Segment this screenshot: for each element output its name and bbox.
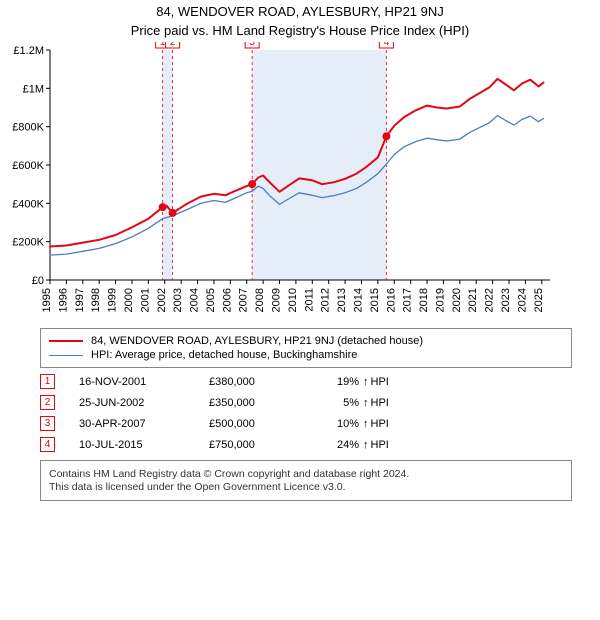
transaction-row: 1 16-NOV-2001£380,00019% ↑HPI [40,374,572,389]
legend-item: 84, WENDOVER ROAD, AYLESBURY, HP21 9NJ (… [49,335,563,347]
price-chart: £0 £200K £400K £600K £800K £1M £1.2M 1995 1996 19… [0,42,560,322]
svg-text:£0: £0 [32,275,44,287]
transaction-hpi-label: HPI [371,418,389,430]
svg-text:3: 3 [249,42,255,48]
transactions-table: 116-NOV-2001£380,00019%↑HPI225-JUN-2002£… [40,374,572,452]
svg-text:2018: 2018 [418,288,430,312]
svg-text:4: 4 [384,42,390,48]
transaction-percent: 19% [319,376,359,388]
svg-text:1999: 1999 [107,288,119,312]
transaction-price: £500,000 [209,418,319,430]
svg-text:£400K: £400K [12,198,44,210]
transaction-percent: 5% [319,397,359,409]
transaction-date: 16-NOV-2001 [79,376,209,388]
svg-text:2005: 2005 [205,288,217,312]
transaction-price: £380,000 [209,376,319,388]
svg-text:£800K: £800K [12,122,44,134]
footer-line-1: Contains HM Land Registry data © Crown c… [49,468,563,480]
transaction-row: 2 25-JUN-2002£350,0005% ↑HPI [40,395,572,410]
svg-text:2019: 2019 [434,288,446,312]
arrow-up-icon: ↑ [363,376,369,388]
transaction-percent: 24% [319,439,359,451]
legend-item: HPI: Average price, detached house, Buck… [49,349,563,361]
svg-text:2020: 2020 [451,288,463,312]
legend-swatch [49,355,83,356]
arrow-up-icon: ↑ [363,397,369,409]
svg-text:2000: 2000 [123,288,135,312]
transaction-date: 10-JUL-2015 [79,439,209,451]
svg-text:2021: 2021 [467,288,479,312]
svg-text:1996: 1996 [57,288,69,312]
transaction-row: 4 10-JUL-2015£750,00024% ↑HPI [40,437,572,452]
svg-text:2014: 2014 [352,288,364,312]
svg-text:2025: 2025 [533,288,545,312]
svg-text:2009: 2009 [271,288,283,312]
transaction-price: £350,000 [209,397,319,409]
svg-text:2022: 2022 [484,288,496,312]
svg-text:1: 1 [160,42,166,48]
svg-text:2002: 2002 [156,288,168,312]
svg-text:2015: 2015 [369,288,381,312]
transaction-number-badge: 1 [40,374,55,389]
transaction-number-badge: 3 [40,416,55,431]
svg-text:2011: 2011 [303,288,315,312]
svg-text:2001: 2001 [139,288,151,312]
svg-text:£200K: £200K [12,237,44,249]
svg-text:2008: 2008 [254,288,266,312]
arrow-up-icon: ↑ [363,439,369,451]
footer-attribution: Contains HM Land Registry data © Crown c… [40,460,572,501]
transaction-date: 25-JUN-2002 [79,397,209,409]
legend-label: 84, WENDOVER ROAD, AYLESBURY, HP21 9NJ (… [91,335,423,347]
legend-label: HPI: Average price, detached house, Buck… [91,349,357,361]
svg-text:2012: 2012 [320,288,332,312]
svg-text:2017: 2017 [402,288,414,312]
transaction-hpi-label: HPI [371,439,389,451]
transaction-date: 30-APR-2007 [79,418,209,430]
svg-text:2010: 2010 [287,288,299,312]
svg-text:2003: 2003 [172,288,184,312]
chart-area: £0 £200K £400K £600K £800K £1M £1.2M 1995 1996 19… [0,42,600,322]
chart-titles: 84, WENDOVER ROAD, AYLESBURY, HP21 9NJ P… [0,0,600,38]
svg-text:2016: 2016 [385,288,397,312]
transaction-percent: 10% [319,418,359,430]
svg-text:2024: 2024 [516,288,528,312]
transaction-price: £750,000 [209,439,319,451]
transaction-hpi-label: HPI [371,376,389,388]
title-subtitle: Price paid vs. HM Land Registry's House … [0,23,600,38]
transaction-number-badge: 2 [40,395,55,410]
transaction-number-badge: 4 [40,437,55,452]
transaction-hpi-label: HPI [371,397,389,409]
transaction-row: 3 30-APR-2007£500,00010% ↑HPI [40,416,572,431]
title-address: 84, WENDOVER ROAD, AYLESBURY, HP21 9NJ [0,4,600,19]
svg-text:£1M: £1M [23,83,44,95]
svg-text:2013: 2013 [336,288,348,312]
legend: 84, WENDOVER ROAD, AYLESBURY, HP21 9NJ (… [40,328,572,368]
svg-text:2006: 2006 [221,288,233,312]
svg-text:2007: 2007 [238,288,250,312]
svg-text:1997: 1997 [74,288,86,312]
legend-swatch [49,340,83,342]
svg-text:1998: 1998 [90,288,102,312]
svg-text:£600K: £600K [12,160,44,172]
svg-text:£1.2M: £1.2M [13,45,44,57]
svg-text:2: 2 [170,42,176,48]
svg-text:2004: 2004 [189,288,201,312]
arrow-up-icon: ↑ [363,418,369,430]
svg-text:2023: 2023 [500,288,512,312]
svg-text:1995: 1995 [41,288,53,312]
footer-line-2: This data is licensed under the Open Gov… [49,481,563,493]
